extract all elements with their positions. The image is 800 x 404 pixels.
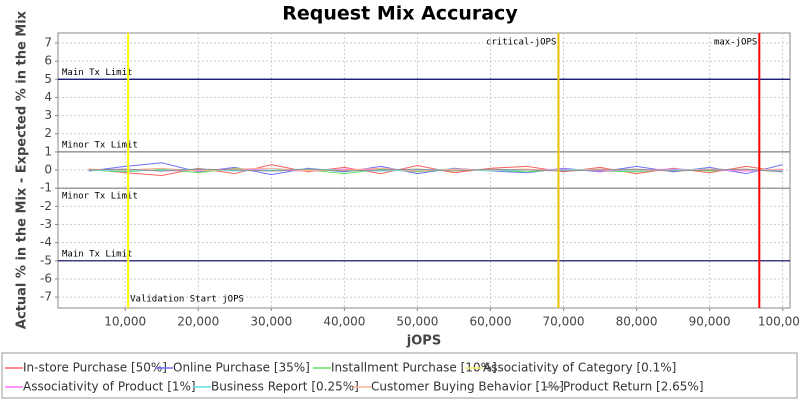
y-tick-label: -2 [40,199,52,213]
legend-label: Customer Buying Behavior [1%] [371,380,564,394]
legend [1,352,798,399]
y-tick-label: 5 [44,72,52,86]
legend-label: Product Return [2.65%] [563,380,704,394]
milestone-label: max-jOPS [714,38,757,48]
y-tick-label: -4 [40,235,52,249]
x-tick-label: 10,000 [104,315,146,329]
x-tick-label: 30,000 [250,315,292,329]
legend-label: Online Purchase [35%] [173,361,310,375]
y-tick-label: 2 [44,126,52,140]
chart-title: Request Mix Accuracy [282,3,518,25]
y-tick-label: -7 [40,290,52,304]
y-tick-label: 3 [44,108,52,122]
limit-label: Main Tx Limit [62,249,132,259]
limit-label: Minor Tx Limit [62,140,138,150]
x-tick-label: 80,000 [616,315,658,329]
x-tick-label: 100,000 [758,315,800,329]
limit-label: Minor Tx Limit [62,192,138,202]
y-tick-label: 1 [44,144,52,158]
x-tick-label: 70,000 [543,315,585,329]
legend-label: Associativity of Product [1%] [23,380,196,394]
x-tick-label: 90,000 [689,315,731,329]
legend-label: Installment Purchase [10%] [331,361,497,375]
x-tick-label: 60,000 [469,315,511,329]
limit-label: Main Tx Limit [62,68,132,78]
legend-label: In-store Purchase [50%] [23,361,167,375]
legend-label: Business Report [0.25%] [211,380,359,394]
y-axis-label: Actual % in the Mix - Expected % in the … [15,10,30,329]
x-tick-label: 20,000 [177,315,219,329]
y-tick-label: -1 [40,181,52,195]
y-tick-label: 0 [44,163,52,177]
milestone-label: critical-jOPS [486,38,556,48]
y-tick-label: -6 [40,271,52,285]
x-tick-label: 40,000 [323,315,365,329]
y-tick-label: -3 [40,217,52,231]
legend-label: Associativity of Category [0.1%] [483,361,676,375]
y-tick-label: 6 [44,54,52,68]
y-tick-label: 7 [44,35,52,49]
milestone-label: Validation Start jOPS [130,295,244,305]
y-tick-label: 4 [44,90,52,104]
series-line [88,168,783,173]
y-tick-label: -5 [40,253,52,267]
x-tick-label: 50,000 [396,315,438,329]
x-axis-label: jOPS [406,334,441,349]
